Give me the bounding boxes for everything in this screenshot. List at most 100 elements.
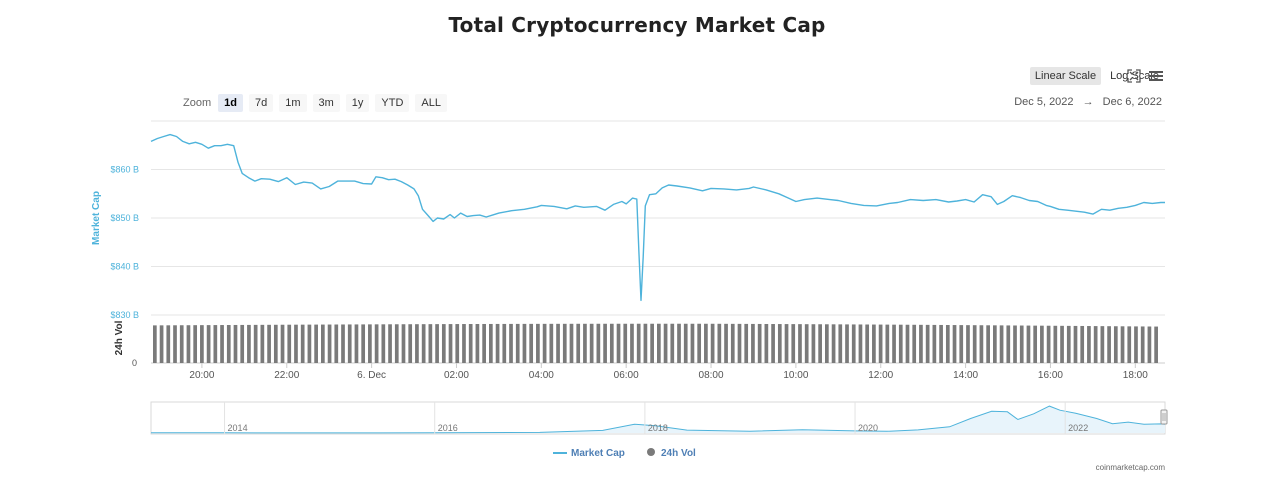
x-tick-label: 16:00 [1038, 370, 1063, 381]
volume-bar [253, 324, 258, 363]
volume-bar [932, 324, 937, 363]
volume-bar [334, 324, 339, 363]
x-tick-label: 04:00 [529, 370, 554, 381]
volume-bar [562, 323, 567, 363]
legend-market-cap-label[interactable]: Market Cap [571, 448, 625, 459]
volume-bar [576, 323, 581, 363]
zoom-ytd-button[interactable]: YTD [375, 94, 410, 112]
volume-bar [549, 323, 554, 363]
volume-bar [475, 324, 480, 363]
x-tick-label: 08:00 [699, 370, 724, 381]
navigator-labels: 2014 2016 2018 2020 2022 [224, 402, 1088, 434]
volume-zero-tick: 0 [132, 358, 137, 368]
volume-bar [636, 323, 641, 363]
legend-volume-label[interactable]: 24h Vol [661, 448, 696, 459]
volume-bar [1100, 326, 1105, 363]
volume-bar [300, 324, 305, 363]
volume-bar [368, 324, 372, 363]
y-tick-label: $840 B [110, 262, 139, 272]
volume-bar [704, 323, 708, 363]
volume-bar [233, 324, 238, 363]
navigator-year-label: 2016 [438, 423, 458, 433]
volume-bar [200, 325, 204, 363]
x-tick-label: 12:00 [868, 370, 893, 381]
volume-bar [858, 324, 863, 363]
volume-bar [529, 323, 534, 363]
volume-bar [1019, 325, 1024, 363]
navigator[interactable]: 2014 2016 2018 2020 2022 [150, 401, 1168, 435]
volume-bar [993, 325, 997, 363]
zoom-all-button[interactable]: ALL [415, 94, 447, 112]
volume-bar [220, 325, 224, 363]
volume-bar [764, 323, 769, 363]
volume-bar [515, 323, 520, 363]
volume-bar [441, 324, 446, 363]
x-tick-label: 14:00 [953, 370, 978, 381]
volume-bar [388, 324, 392, 363]
volume-bar [1026, 325, 1031, 363]
linear-scale-button[interactable]: Linear Scale [1029, 67, 1102, 85]
volume-bar [966, 325, 970, 363]
x-tick-label: 06:00 [614, 370, 639, 381]
volume-bar [159, 325, 164, 363]
volume-bar [737, 323, 742, 363]
volume-bar [798, 324, 802, 363]
log-scale-button[interactable]: Log Scale [1110, 70, 1159, 82]
navigator-handle[interactable] [1160, 409, 1168, 425]
zoom-1y-button[interactable]: 1y [345, 94, 370, 112]
volume-bar [804, 324, 809, 363]
volume-bar [717, 323, 722, 363]
volume-bar [428, 324, 433, 363]
navigator-year-label: 2014 [228, 423, 248, 433]
zoom-label: Zoom [183, 97, 212, 109]
date-from-input[interactable]: Dec 5, 2022 [1014, 96, 1074, 108]
volume-bar [1127, 326, 1132, 363]
volume-bar [744, 323, 749, 363]
credit-text: coinmarketcap.com [1095, 463, 1165, 472]
volume-bar [777, 324, 782, 363]
volume-bar [354, 324, 359, 363]
volume-bar [273, 324, 278, 363]
x-tick-label: 22:00 [274, 370, 299, 381]
volume-bar [226, 325, 231, 363]
volume-bar [1093, 326, 1098, 363]
fullscreen-icon[interactable] [1127, 69, 1141, 83]
volume-bar [173, 325, 177, 363]
volume-bar [179, 325, 184, 363]
date-to-input[interactable]: Dec 6, 2022 [1102, 96, 1162, 108]
volume-bar [1046, 325, 1051, 363]
volume-bar [925, 324, 930, 363]
volume-bar [361, 324, 366, 363]
volume-bar [327, 324, 332, 363]
volume-bar [287, 324, 292, 363]
volume-bar [448, 324, 453, 363]
volume-bar [912, 324, 917, 363]
volume-bar [972, 325, 977, 363]
volume-bar [1080, 325, 1085, 363]
volume-bar [280, 324, 285, 363]
volume-bar [892, 324, 896, 363]
volume-bar [247, 324, 251, 363]
volume-bar [468, 324, 473, 363]
navigator-year-label: 2020 [858, 423, 878, 433]
zoom-7d-button[interactable]: 7d [248, 94, 274, 112]
menu-icon[interactable] [1148, 68, 1164, 84]
volume-bar [851, 324, 856, 363]
y-axis-label-volume: 24h Vol [114, 320, 125, 355]
navigator-year-label: 2022 [1068, 423, 1088, 433]
volume-bar [347, 324, 352, 363]
zoom-1m-button[interactable]: 1m [279, 94, 307, 112]
zoom-3m-button[interactable]: 3m [312, 94, 340, 112]
volume-bar [683, 323, 688, 363]
volume-bar [609, 323, 614, 363]
x-axis-ticks: 20:00 22:00 6. Dec 02:00 04:00 06:00 08:00 10:0… [189, 363, 1148, 381]
zoom-1d-button[interactable]: 1d [218, 94, 243, 112]
volume-bar [1060, 325, 1064, 363]
volume-bar [596, 323, 601, 363]
volume-bar [771, 324, 775, 363]
volume-bar [1113, 326, 1118, 363]
y-tick-label: $860 B [110, 165, 139, 175]
volume-bar [831, 324, 836, 363]
volume-bar [583, 323, 587, 363]
volume-bar [1073, 325, 1078, 363]
